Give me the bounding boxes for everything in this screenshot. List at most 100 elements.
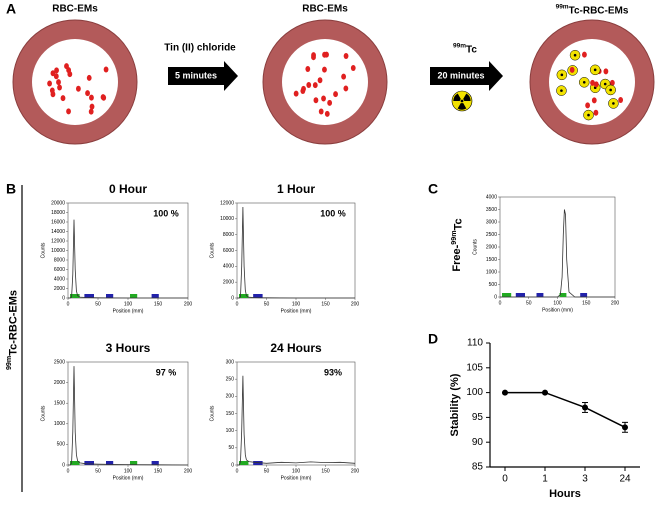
radiation-core <box>459 98 465 104</box>
y-tick-label: 4000 <box>486 194 497 200</box>
line <box>505 391 626 428</box>
annotation: 93% <box>324 367 342 377</box>
y-tick-label: 105 <box>466 362 483 373</box>
region-marker <box>106 461 114 465</box>
y-tick-label: 2000 <box>223 279 234 285</box>
x-tick-label: 200 <box>184 468 193 474</box>
step-reagent: Tin (II) chloride <box>164 43 236 54</box>
particle <box>313 97 319 104</box>
region-marker <box>253 461 263 465</box>
x-axis-label: Position (mm) <box>281 308 312 314</box>
annotation: 97 % <box>156 367 177 377</box>
radio-core <box>573 53 577 57</box>
radio-label <box>578 77 590 88</box>
particle <box>103 66 109 73</box>
radio-label <box>605 84 616 96</box>
y-tick-label: 12000 <box>220 200 234 206</box>
region-marker <box>106 294 114 298</box>
radiation-icon <box>451 90 473 112</box>
radio-core <box>582 80 586 84</box>
y-axis-label: Counts <box>40 242 46 258</box>
group-label-text: Tc-RBC-EMs <box>7 290 19 356</box>
particle <box>89 103 95 110</box>
particle <box>591 97 597 104</box>
y-tick-label: 4000 <box>54 276 65 282</box>
chart-title: 24 Hours <box>270 341 322 355</box>
particle <box>609 79 615 86</box>
particle <box>60 95 66 102</box>
point <box>582 404 588 411</box>
y-tick-label: 100 <box>226 428 235 434</box>
x-tick-label: 200 <box>351 301 360 307</box>
trace <box>237 206 355 299</box>
radio-label <box>556 69 568 81</box>
panel-label: A <box>6 1 16 17</box>
annotation: 100 % <box>320 208 346 218</box>
y-axis-label: Counts <box>209 405 215 421</box>
region-marker <box>536 293 544 297</box>
x-tick-label: 3 <box>582 474 588 485</box>
particle <box>50 70 56 77</box>
particle <box>341 73 347 80</box>
x-tick-label: 100 <box>292 468 301 474</box>
plot-frame <box>499 196 616 298</box>
particle <box>47 80 52 87</box>
particle <box>312 82 318 89</box>
radio-label <box>589 64 601 76</box>
point <box>542 389 548 396</box>
particle <box>101 94 107 101</box>
cell-label-text: Tc-RBC-EMs <box>569 5 629 16</box>
y-tick-label: 500 <box>57 442 66 448</box>
particle <box>305 66 311 73</box>
step-reagent-sup: 99m <box>453 42 466 49</box>
y-tick-label: 10000 <box>51 248 65 254</box>
y-tick-label: 3500 <box>486 207 497 213</box>
x-tick-label: 150 <box>154 301 163 307</box>
y-axis-label: Stability (%) <box>449 373 461 436</box>
x-tick-label: 24 <box>619 474 631 485</box>
particle <box>50 91 56 98</box>
y-tick-label: 0 <box>494 294 497 300</box>
region-marker <box>253 294 263 298</box>
particle <box>582 51 587 58</box>
particle <box>86 74 92 81</box>
arrow <box>168 61 238 91</box>
y-tick-label: 4000 <box>223 264 234 270</box>
region-marker <box>84 461 94 465</box>
cell-label: RBC-EMs <box>52 4 98 15</box>
particle <box>618 97 624 104</box>
y-tick-label: 1500 <box>486 257 497 263</box>
x-tick-label: 100 <box>553 300 562 306</box>
panel-label: D <box>428 331 438 347</box>
region-marker <box>70 461 80 465</box>
particle <box>293 90 299 97</box>
x-tick-label: 100 <box>124 468 133 474</box>
x-tick-label: 50 <box>264 468 270 474</box>
particle <box>324 110 330 117</box>
x-tick-label: 1 <box>542 474 548 485</box>
cell-label: RBC-EMs <box>302 4 348 15</box>
particle <box>76 85 81 92</box>
particle <box>603 68 609 75</box>
particle <box>66 108 71 115</box>
particle <box>317 77 323 84</box>
plot-frame <box>236 361 356 466</box>
radio-label <box>583 109 594 121</box>
particle <box>343 85 349 92</box>
y-tick-label: 250 <box>226 376 235 382</box>
panel-label: B <box>6 181 16 197</box>
chart-title: 1 Hour <box>277 182 315 196</box>
arrow <box>430 61 503 91</box>
group-label-sup: 99m <box>5 356 13 370</box>
x-tick-label: 50 <box>95 301 101 307</box>
radiation-blade <box>457 101 467 110</box>
cell-interior <box>282 39 368 125</box>
particle <box>301 85 306 92</box>
particle <box>321 95 326 102</box>
y-tick-label: 2500 <box>54 359 65 365</box>
x-tick-label: 0 <box>502 474 508 485</box>
y-tick-label: 90 <box>472 437 484 448</box>
radio-label <box>569 49 581 61</box>
x-tick-label: 200 <box>184 301 193 307</box>
x-axis-label: Hours <box>549 488 581 500</box>
